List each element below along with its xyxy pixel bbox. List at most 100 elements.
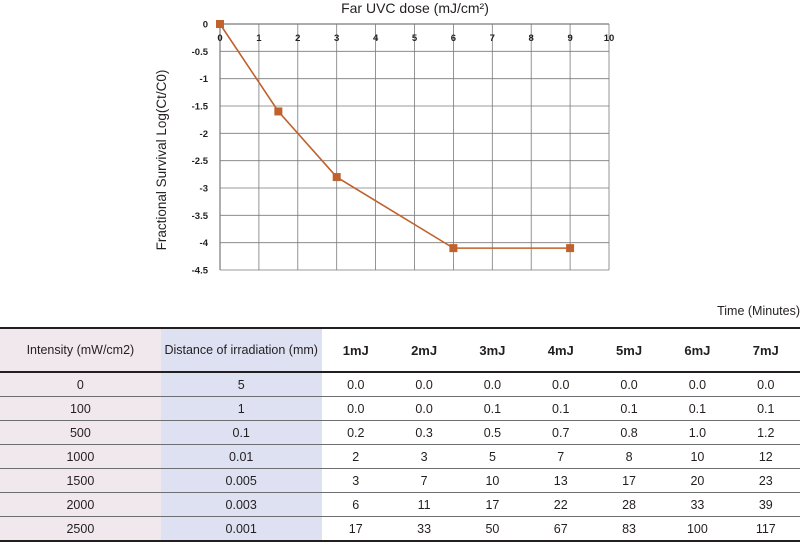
header-distance: Distance of irradiation (mm) [160, 327, 322, 373]
y-tick-label: -0.5 [192, 47, 209, 58]
value-cell: 0.1 [594, 396, 664, 421]
value-cell: 83 [594, 516, 664, 542]
value-cell: 11 [389, 492, 459, 517]
header-minute-5: 5mJ [594, 327, 664, 373]
value-cell: 0.3 [389, 420, 459, 445]
table-row: 0 5 0.0 0.0 0.0 0.0 0.0 0.0 0.0 [0, 372, 800, 397]
header-minute-2: 2mJ [389, 327, 459, 373]
value-cell: 0.1 [458, 396, 527, 421]
survival-chart: Far UVC dose (mJ/cm²) Fractional Surviva… [154, 0, 615, 277]
x-tick-label: 3 [334, 33, 339, 44]
value-cell: 50 [458, 516, 527, 542]
value-cell: 12 [731, 444, 800, 469]
distance-cell: 0.01 [160, 444, 322, 469]
header-minute-3: 3mJ [458, 327, 527, 373]
distance-cell: 1 [160, 396, 322, 421]
value-cell: 33 [389, 516, 459, 542]
value-cell: 28 [594, 492, 664, 517]
series-line [219, 23, 571, 249]
time-minutes-label: Time (Minutes) [717, 304, 800, 318]
dose-table: Intensity (mW/cm2) Distance of irradiati… [0, 327, 800, 542]
y-tick-label: -1 [200, 74, 209, 85]
y-tick-label: -4.5 [192, 266, 209, 277]
intensity-cell: 0 [0, 372, 161, 397]
y-tick-label: -3 [200, 184, 208, 195]
value-cell: 0.0 [389, 372, 459, 397]
y-tick-label: 0 [203, 20, 208, 31]
intensity-cell: 1000 [0, 444, 161, 469]
intensity-cell: 500 [0, 420, 161, 445]
value-cell: 0.1 [663, 396, 732, 421]
value-cell: 0.0 [663, 372, 732, 397]
value-cell: 3 [389, 444, 459, 469]
value-cell: 0.1 [526, 396, 595, 421]
value-cell: 0.0 [594, 372, 664, 397]
distance-cell: 5 [160, 372, 322, 397]
y-tick-label: -2.5 [192, 156, 209, 167]
intensity-cell: 100 [0, 396, 161, 421]
table-row: 1500 0.005 3 7 10 13 17 20 23 [0, 468, 800, 493]
value-cell: 117 [731, 516, 800, 542]
data-point [274, 107, 283, 116]
value-cell: 0.2 [321, 420, 390, 445]
data-point [566, 244, 575, 253]
table-header-row: Intensity (mW/cm2) Distance of irradiati… [0, 327, 800, 373]
value-cell: 67 [526, 516, 595, 542]
chart-plot: 0 1 2 3 4 5 6 7 8 9 10 0 -0.5 -1 -1.5 -2 -2.5 -3 -3.5 -4 -4.… [192, 20, 615, 277]
value-cell: 8 [594, 444, 664, 469]
value-cell: 22 [526, 492, 595, 517]
distance-cell: 0.001 [160, 516, 322, 542]
value-cell: 100 [663, 516, 732, 542]
header-minute-7: 7mJ [731, 327, 800, 373]
value-cell: 0.8 [594, 420, 664, 445]
x-tick-label: 9 [567, 33, 572, 44]
y-tick-label: -1.5 [192, 102, 209, 113]
header-intensity: Intensity (mW/cm2) [0, 327, 161, 373]
value-cell: 1.0 [663, 420, 732, 445]
x-tick-label: 1 [256, 33, 262, 44]
distance-cell: 0.003 [160, 492, 322, 517]
header-minute-6: 6mJ [663, 327, 732, 373]
value-cell: 17 [321, 516, 390, 542]
x-tick-label: 6 [451, 33, 456, 44]
intensity-cell: 2500 [0, 516, 161, 542]
intensity-cell: 2000 [0, 492, 161, 517]
distance-cell: 0.1 [160, 420, 322, 445]
value-cell: 20 [663, 468, 732, 493]
value-cell: 17 [458, 492, 527, 517]
value-cell: 39 [731, 492, 800, 517]
value-cell: 0.0 [731, 372, 800, 397]
value-cell: 33 [663, 492, 732, 517]
value-cell: 7 [389, 468, 459, 493]
value-cell: 6 [321, 492, 390, 517]
value-cell: 7 [526, 444, 595, 469]
data-point [332, 173, 341, 182]
value-cell: 3 [321, 468, 390, 493]
value-cell: 0.0 [321, 396, 390, 421]
table-row: 2500 0.001 17 33 50 67 83 100 117 [0, 516, 800, 542]
value-cell: 0.0 [526, 372, 595, 397]
x-tick-label: 2 [295, 33, 300, 44]
data-point [449, 244, 458, 253]
value-cell: 13 [526, 468, 595, 493]
y-tick-label: -4 [200, 238, 209, 249]
value-cell: 23 [731, 468, 800, 493]
y-tick-label: -3.5 [192, 211, 209, 222]
x-tick-label: 0 [217, 33, 222, 44]
value-cell: 0.0 [458, 372, 527, 397]
x-tick-label: 7 [490, 33, 495, 44]
value-cell: 0.7 [526, 420, 595, 445]
value-cell: 10 [458, 468, 527, 493]
x-tick-label: 4 [373, 33, 379, 44]
table-row: 100 1 0.0 0.0 0.1 0.1 0.1 0.1 0.1 [0, 396, 800, 421]
x-tick-label: 10 [604, 33, 615, 44]
value-cell: 5 [458, 444, 527, 469]
value-cell: 17 [594, 468, 664, 493]
value-cell: 10 [663, 444, 732, 469]
value-cell: 1.2 [731, 420, 800, 445]
value-cell: 0.0 [321, 372, 390, 397]
value-cell: 0.0 [389, 396, 459, 421]
intensity-cell: 1500 [0, 468, 161, 493]
value-cell: 0.5 [458, 420, 527, 445]
value-cell: 0.1 [731, 396, 800, 421]
